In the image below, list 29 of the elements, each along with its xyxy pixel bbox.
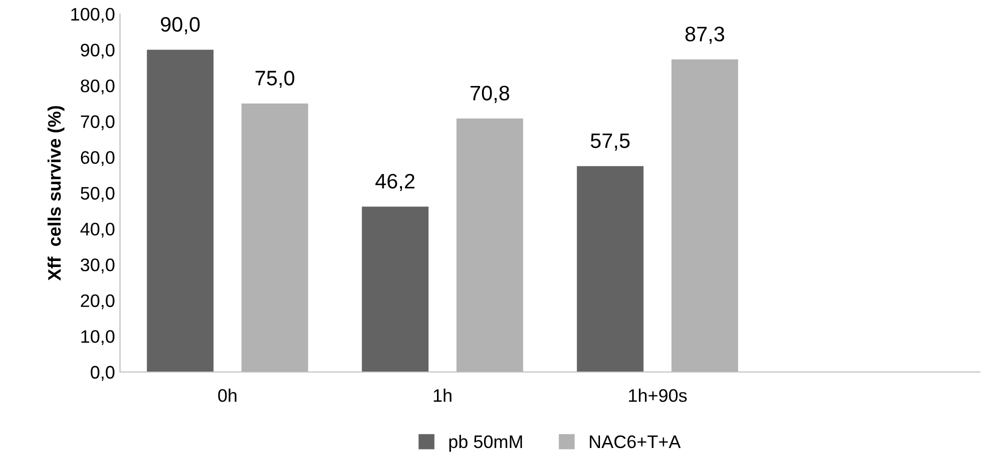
y-axis-title: Xff cells survive (%) bbox=[48, 106, 64, 281]
y-tick-label: 10,0 bbox=[81, 330, 114, 346]
y-tick-label: 40,0 bbox=[80, 222, 114, 238]
bar bbox=[241, 103, 308, 372]
bar bbox=[146, 50, 214, 372]
bar bbox=[456, 118, 524, 372]
y-tick-label: 100,0 bbox=[71, 8, 114, 23]
y-tick-label: 30,0 bbox=[80, 258, 114, 274]
y-tick-label: 0,0 bbox=[90, 366, 114, 381]
data-label: 70,8 bbox=[470, 86, 510, 103]
data-label: 46,2 bbox=[375, 174, 414, 192]
x-tick-label: 1h+90s bbox=[629, 388, 687, 402]
y-tick-label: 20,0 bbox=[80, 294, 114, 310]
legend-label: pb 50mM bbox=[449, 434, 522, 452]
bar bbox=[362, 206, 429, 372]
data-label: 87,3 bbox=[685, 26, 724, 44]
bar bbox=[671, 59, 738, 372]
y-tick-label: 60,0 bbox=[80, 151, 114, 166]
x-tick-label: 1h bbox=[434, 388, 452, 402]
y-tick-label: 90,0 bbox=[80, 44, 114, 59]
x-tick-label: 0h bbox=[218, 388, 236, 402]
legend-label: NAC6+T+A bbox=[590, 435, 681, 448]
y-tick-label: 70,0 bbox=[80, 115, 114, 130]
bar bbox=[576, 166, 644, 372]
y-tick-label: 80,0 bbox=[80, 79, 114, 94]
data-label: 90,0 bbox=[160, 16, 200, 34]
data-label: 75,0 bbox=[256, 70, 294, 88]
y-tick-label: 50,0 bbox=[80, 186, 114, 202]
data-label: 57,5 bbox=[590, 134, 630, 151]
